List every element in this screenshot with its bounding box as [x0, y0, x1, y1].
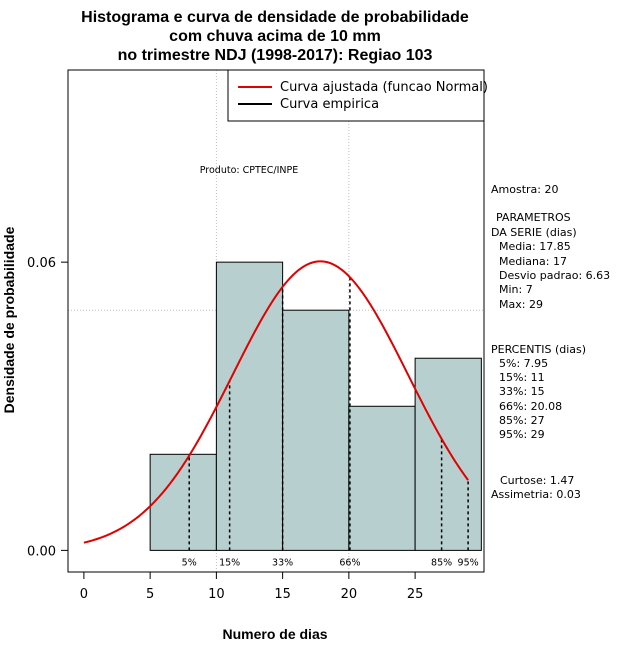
stat-p33: 33%: 15 [499, 385, 545, 398]
chart-title-line-3: no trimestre NDJ (1998-2017): Regiao 103 [118, 47, 433, 64]
percentile-label-3: 66% [339, 557, 360, 568]
histogram-bars [149, 261, 482, 551]
stat-p5: 5%: 7.95 [499, 357, 548, 370]
stat-max: Max: 29 [499, 298, 543, 311]
legend-label-empirical: Curva empirica [280, 97, 379, 112]
x-tick-label-0: 0 [80, 587, 88, 602]
stat-percentis-title: PERCENTIS (dias) [491, 343, 586, 356]
legend-box [227, 69, 485, 122]
percentile-markers: 5% 15% 33% 66% 85% 95% [182, 277, 479, 568]
y-tick-label-1: 0.06 [27, 256, 56, 271]
percentile-label-4: 85% [431, 557, 452, 568]
stat-desvio: Desvio padrao: 6.63 [499, 269, 610, 282]
x-tick-label-4: 20 [341, 587, 358, 602]
normal-curve-path [83, 260, 469, 544]
chart-title-line-2: com chuva acima de 10 mm [169, 28, 381, 45]
percentile-label-0: 5% [182, 557, 197, 568]
y-axis-label: Densidade de probabilidade [1, 226, 17, 413]
stat-curtose: Curtose: 1.47 [500, 474, 574, 487]
stat-amostra: Amostra: 20 [491, 183, 558, 196]
stat-mediana: Mediana: 17 [499, 255, 567, 268]
chart-title-line-1: Histograma e curva de densidade de proba… [81, 9, 469, 26]
percentile-label-1: 15% [219, 557, 240, 568]
x-tick-label-3: 15 [274, 587, 291, 602]
histogram-bar-3 [348, 405, 416, 551]
x-tick-label-1: 5 [146, 587, 154, 602]
histogram-bar-1 [215, 261, 284, 551]
percentile-label-5: 95% [458, 557, 479, 568]
stat-p85: 85%: 27 [499, 414, 545, 427]
product-annotation: Produto: CPTEC/INPE [200, 165, 299, 176]
axis-ticks: 0 5 10 15 20 25 0.00 0.06 [27, 256, 423, 602]
stat-media: Media: 17.85 [499, 240, 571, 253]
stat-param-title-1: PARAMETROS [496, 211, 571, 224]
stat-p15: 15%: 11 [499, 371, 545, 384]
histogram-bar-4 [414, 357, 482, 551]
stat-param-title-2: DA SERIE (dias) [491, 226, 577, 239]
stat-p66: 66%: 20.08 [499, 400, 562, 413]
stats-panel: Amostra: 20 PARAMETROS DA SERIE (dias) M… [491, 183, 610, 501]
stat-assimetria: Assimetria: 0.03 [491, 488, 581, 501]
percentile-label-2: 33% [272, 557, 293, 568]
x-axis-label: Numero de dias [222, 626, 327, 642]
legend: Curva ajustada (funcao Normal) Curva emp… [227, 69, 488, 122]
stat-p95: 95%: 29 [499, 428, 545, 441]
normal-curve [83, 260, 469, 544]
x-tick-label-5: 25 [407, 587, 424, 602]
histogram-bar-0 [149, 453, 217, 551]
x-tick-label-2: 10 [208, 587, 225, 602]
histogram-bar-2 [282, 309, 350, 551]
y-tick-label-0: 0.00 [27, 544, 56, 559]
stat-min: Min: 7 [499, 283, 533, 296]
legend-label-normal: Curva ajustada (funcao Normal) [280, 80, 488, 95]
